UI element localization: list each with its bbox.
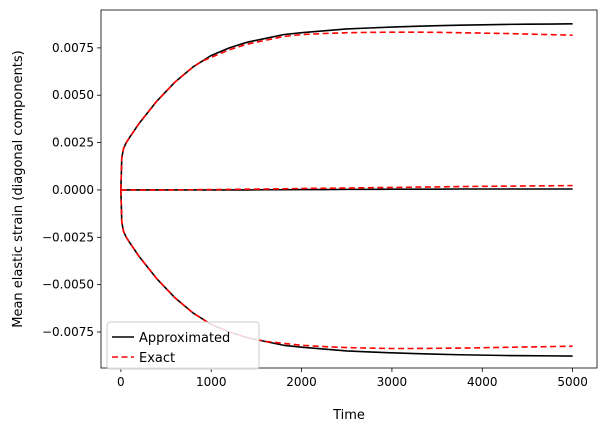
x-tick-label: 1000 bbox=[196, 375, 227, 389]
y-tick-label: 0.0000 bbox=[52, 183, 94, 197]
legend: Approximated Exact bbox=[106, 321, 260, 370]
x-axis-ticks: 0 1000 2000 3000 4000 5000 bbox=[117, 368, 588, 389]
legend-label-approximated: Approximated bbox=[139, 331, 230, 346]
x-axis-label: Time bbox=[332, 408, 365, 423]
y-axis-ticks: −0.0075 −0.0050 −0.0025 0.0000 0.0025 0.0050 0… bbox=[42, 41, 101, 339]
y-tick-label: 0.0075 bbox=[52, 41, 94, 55]
x-tick-label: 0 bbox=[117, 375, 125, 389]
series-line-4 bbox=[120, 184, 573, 191]
series-line-3 bbox=[120, 31, 573, 190]
x-tick-label: 4000 bbox=[467, 375, 498, 389]
legend-label-exact: Exact bbox=[139, 351, 175, 366]
y-tick-label: 0.0025 bbox=[52, 136, 94, 150]
x-tick-label: 5000 bbox=[557, 375, 588, 389]
y-tick-label: −0.0075 bbox=[42, 325, 94, 339]
legend-box bbox=[106, 321, 260, 370]
x-tick-label: 2000 bbox=[286, 375, 317, 389]
x-tick-label: 3000 bbox=[377, 375, 408, 389]
y-axis-label: Mean elastic strain (diagonal components… bbox=[11, 50, 26, 328]
plot-frame bbox=[100, 9, 598, 369]
y-tick-label: −0.0050 bbox=[42, 278, 94, 292]
y-tick-label: 0.0050 bbox=[52, 88, 94, 102]
y-tick-label: −0.0025 bbox=[42, 230, 94, 244]
